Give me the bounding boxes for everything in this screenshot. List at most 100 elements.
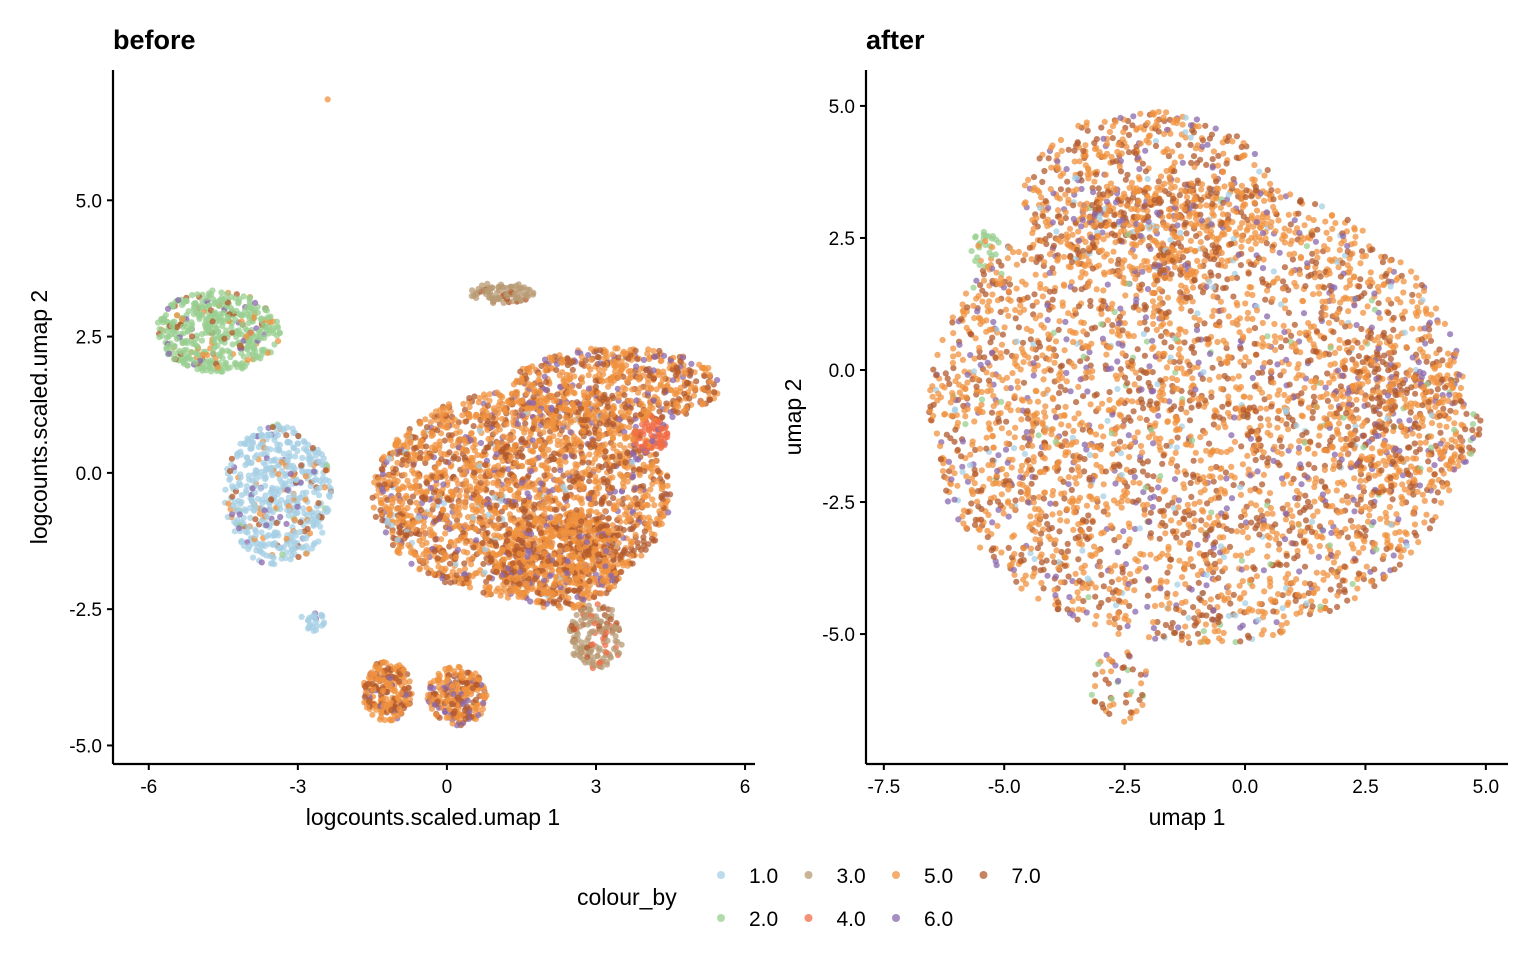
point (514, 494, 521, 501)
point (401, 507, 408, 514)
point (271, 529, 278, 536)
point (451, 513, 458, 520)
point (632, 531, 639, 538)
point (502, 454, 509, 461)
point (664, 482, 671, 489)
point (711, 389, 718, 396)
point (183, 337, 190, 344)
point (704, 384, 711, 391)
point (467, 483, 474, 490)
point (604, 403, 611, 410)
point (551, 506, 558, 513)
point (612, 638, 619, 645)
point (229, 493, 236, 500)
point (464, 669, 471, 676)
point (311, 468, 318, 475)
point (440, 481, 447, 488)
point (500, 433, 507, 440)
point (320, 455, 327, 462)
point (534, 414, 541, 422)
point (469, 287, 476, 294)
point (651, 502, 658, 509)
point (636, 466, 644, 473)
point (603, 629, 610, 636)
point (550, 456, 557, 463)
point (188, 319, 195, 326)
point (503, 421, 510, 428)
point (495, 522, 502, 529)
point (433, 711, 440, 718)
point (538, 362, 545, 370)
point (596, 623, 603, 630)
point (650, 347, 657, 355)
point (616, 453, 623, 460)
point (574, 349, 581, 356)
point (377, 507, 384, 514)
point (452, 554, 460, 561)
point (299, 535, 306, 542)
point (299, 490, 306, 497)
point (649, 405, 656, 412)
point (456, 492, 463, 500)
point (462, 715, 469, 723)
point (664, 473, 671, 480)
point (619, 559, 626, 567)
point (248, 496, 255, 503)
point (257, 425, 264, 433)
point (225, 500, 232, 507)
point (304, 525, 311, 533)
point (585, 363, 592, 370)
point (291, 516, 298, 523)
point (229, 341, 236, 348)
point (257, 548, 264, 555)
point (273, 519, 280, 527)
point (550, 422, 557, 429)
point (578, 361, 585, 368)
point (664, 433, 671, 441)
point (466, 395, 473, 402)
point (232, 505, 239, 512)
point (417, 437, 424, 445)
point (305, 448, 312, 456)
point (277, 513, 284, 521)
point (586, 606, 593, 613)
point (228, 455, 235, 462)
point (528, 585, 536, 593)
point (189, 340, 196, 347)
point (465, 556, 472, 563)
point (598, 499, 605, 506)
point (298, 462, 305, 469)
point (684, 379, 691, 386)
point (656, 408, 663, 415)
point (541, 399, 548, 406)
point (580, 596, 587, 603)
point (714, 377, 721, 384)
point (280, 544, 287, 551)
point (691, 385, 698, 392)
point (294, 440, 301, 447)
point (403, 492, 410, 499)
point (283, 432, 290, 439)
point (640, 461, 647, 468)
point (299, 505, 307, 512)
point (408, 456, 415, 463)
point (597, 628, 604, 635)
point (489, 550, 496, 557)
point (257, 316, 264, 323)
point (577, 585, 584, 592)
point (278, 496, 285, 504)
point (243, 489, 250, 496)
point (259, 496, 266, 503)
point (311, 540, 318, 547)
point (307, 483, 314, 490)
point (599, 378, 606, 385)
point (261, 507, 268, 514)
point (415, 472, 422, 480)
point (525, 503, 532, 510)
point (392, 481, 399, 488)
point (245, 524, 252, 531)
point (571, 587, 578, 594)
point (463, 418, 470, 425)
point (586, 478, 593, 485)
point (295, 432, 302, 440)
